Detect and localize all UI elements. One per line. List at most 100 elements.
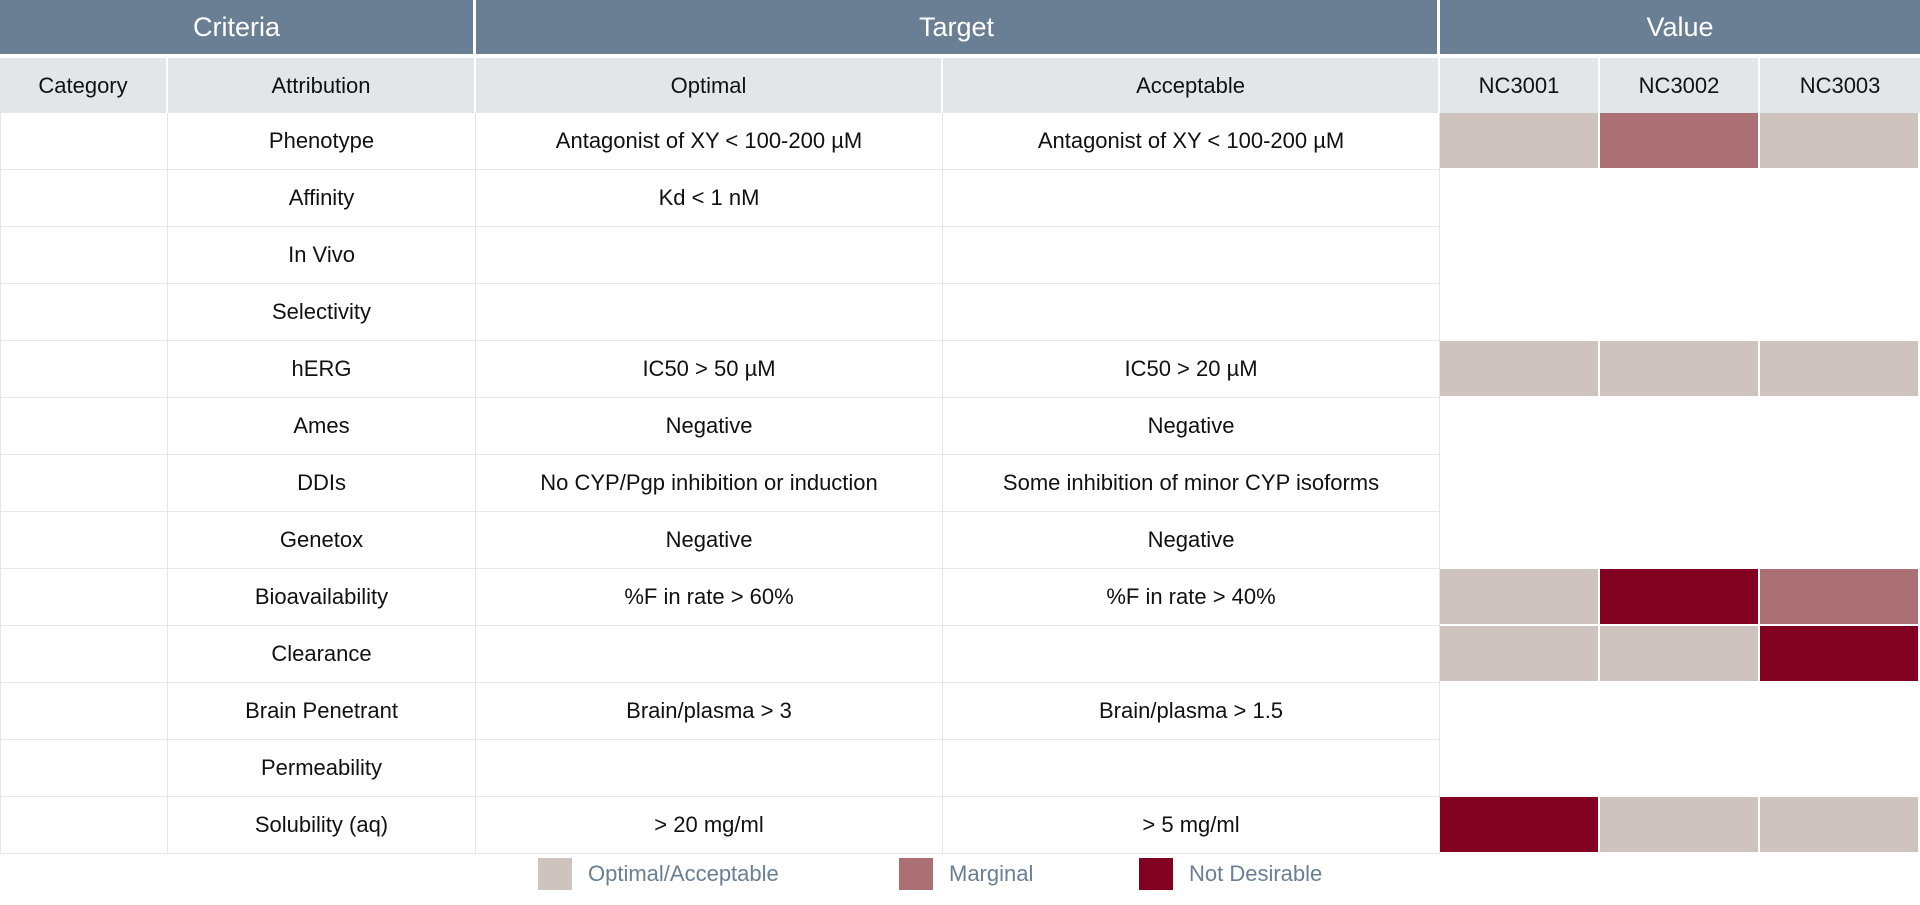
legend-item-optimal-acceptable: Optimal/Acceptable (538, 857, 779, 891)
value-cell-nc3002 (1600, 797, 1761, 854)
table-row: Genetox Negative Negative (0, 512, 1920, 569)
optimal-target-cell: > 20 mg/ml (476, 797, 944, 854)
table-body: Phenotype Antagonist of XY < 100-200 µM An… (0, 113, 1920, 854)
table-row: DDIs No CYP/Pgp inhibition or induction So… (0, 455, 1920, 512)
value-cell-nc3003 (1760, 740, 1920, 797)
value-cell-nc3001 (1440, 626, 1601, 683)
optimal-target-cell: Antagonist of XY < 100-200 µM (476, 113, 944, 170)
category-cell (0, 227, 168, 284)
optimal-target-cell (476, 227, 944, 284)
group-header-criteria: Criteria (0, 0, 477, 54)
category-cell (0, 626, 168, 683)
acceptable-target-cell: Negative (943, 512, 1441, 569)
value-cell-nc3003 (1760, 170, 1920, 227)
column-header-category: Category (0, 54, 168, 113)
attribution-cell: DDIs (168, 455, 477, 512)
group-header-value: Value (1440, 0, 1920, 54)
value-cell-nc3003 (1760, 398, 1920, 455)
value-cell-nc3003 (1760, 797, 1920, 854)
optimal-target-cell (476, 626, 944, 683)
column-header-nc3002: NC3002 (1600, 54, 1761, 113)
value-cell-nc3002 (1600, 113, 1761, 170)
attribution-cell: Bioavailability (168, 569, 477, 626)
value-cell-nc3003 (1760, 512, 1920, 569)
legend: Optimal/Acceptable Marginal Not Desirabl… (0, 857, 1920, 891)
optimal-target-cell: Kd < 1 nM (476, 170, 944, 227)
value-cell-nc3002 (1600, 455, 1761, 512)
attribution-cell: Genetox (168, 512, 477, 569)
value-cell-nc3003 (1760, 455, 1920, 512)
attribution-cell: Ames (168, 398, 477, 455)
value-cell-nc3001 (1440, 113, 1601, 170)
column-header-optimal: Optimal (476, 54, 944, 113)
category-cell (0, 455, 168, 512)
attribution-cell: Phenotype (168, 113, 477, 170)
table-row: Bioavailability %F in rate > 60% %F in rat… (0, 569, 1920, 626)
value-cell-nc3003 (1760, 626, 1920, 683)
table-row: Permeability (0, 740, 1920, 797)
value-cell-nc3002 (1600, 170, 1761, 227)
value-cell-nc3003 (1760, 341, 1920, 398)
attribution-cell: Solubility (aq) (168, 797, 477, 854)
optimal-target-cell: %F in rate > 60% (476, 569, 944, 626)
value-cell-nc3001 (1440, 227, 1601, 284)
value-cell-nc3002 (1600, 626, 1761, 683)
value-cell-nc3001 (1440, 512, 1601, 569)
value-cell-nc3001 (1440, 683, 1601, 740)
legend-swatch-marginal (899, 858, 933, 890)
attribution-cell: Selectivity (168, 284, 477, 341)
value-cell-nc3002 (1600, 284, 1761, 341)
acceptable-target-cell (943, 626, 1441, 683)
value-cell-nc3003 (1760, 569, 1920, 626)
category-cell (0, 170, 168, 227)
attribution-cell: Affinity (168, 170, 477, 227)
category-cell (0, 683, 168, 740)
legend-label-not-desirable: Not Desirable (1189, 861, 1323, 886)
value-cell-nc3003 (1760, 284, 1920, 341)
value-cell-nc3002 (1600, 740, 1761, 797)
value-cell-nc3001 (1440, 341, 1601, 398)
value-cell-nc3003 (1760, 227, 1920, 284)
table-row: In Vivo (0, 227, 1920, 284)
optimal-target-cell: Negative (476, 398, 944, 455)
group-header-row: Criteria Target Value (0, 0, 1920, 54)
attribution-cell: In Vivo (168, 227, 477, 284)
group-header-target: Target (476, 0, 1441, 54)
value-cell-nc3003 (1760, 683, 1920, 740)
acceptable-target-cell: Brain/plasma > 1.5 (943, 683, 1441, 740)
acceptable-target-cell: Antagonist of XY < 100-200 µM (943, 113, 1441, 170)
acceptable-target-cell: Negative (943, 398, 1441, 455)
optimal-target-cell: Negative (476, 512, 944, 569)
value-cell-nc3002 (1600, 227, 1761, 284)
value-cell-nc3001 (1440, 740, 1601, 797)
acceptable-target-cell (943, 227, 1441, 284)
value-cell-nc3002 (1600, 512, 1761, 569)
table-row: Phenotype Antagonist of XY < 100-200 µM An… (0, 113, 1920, 170)
table-row: Affinity Kd < 1 nM (0, 170, 1920, 227)
value-cell-nc3002 (1600, 569, 1761, 626)
acceptable-target-cell (943, 284, 1441, 341)
value-cell-nc3001 (1440, 797, 1601, 854)
acceptable-target-cell (943, 740, 1441, 797)
attribution-cell: Permeability (168, 740, 477, 797)
category-cell (0, 569, 168, 626)
column-header-nc3003: NC3003 (1760, 54, 1920, 113)
category-cell (0, 797, 168, 854)
criteria-table: Criteria Target Value Category Attributi… (0, 0, 1920, 854)
optimal-target-cell (476, 740, 944, 797)
table-row: hERG IC50 > 50 µM IC50 > 20 µM (0, 341, 1920, 398)
column-header-nc3001: NC3001 (1440, 54, 1601, 113)
value-cell-nc3002 (1600, 398, 1761, 455)
optimal-target-cell: Brain/plasma > 3 (476, 683, 944, 740)
category-cell (0, 341, 168, 398)
table-row: Brain Penetrant Brain/plasma > 3 Brain/pla… (0, 683, 1920, 740)
acceptable-target-cell: Some inhibition of minor CYP isoforms (943, 455, 1441, 512)
optimal-target-cell (476, 284, 944, 341)
legend-item-not-desirable: Not Desirable (1139, 857, 1322, 891)
column-header-acceptable: Acceptable (943, 54, 1441, 113)
attribution-cell: Clearance (168, 626, 477, 683)
category-cell (0, 398, 168, 455)
category-cell (0, 740, 168, 797)
attribution-cell: hERG (168, 341, 477, 398)
value-cell-nc3001 (1440, 398, 1601, 455)
